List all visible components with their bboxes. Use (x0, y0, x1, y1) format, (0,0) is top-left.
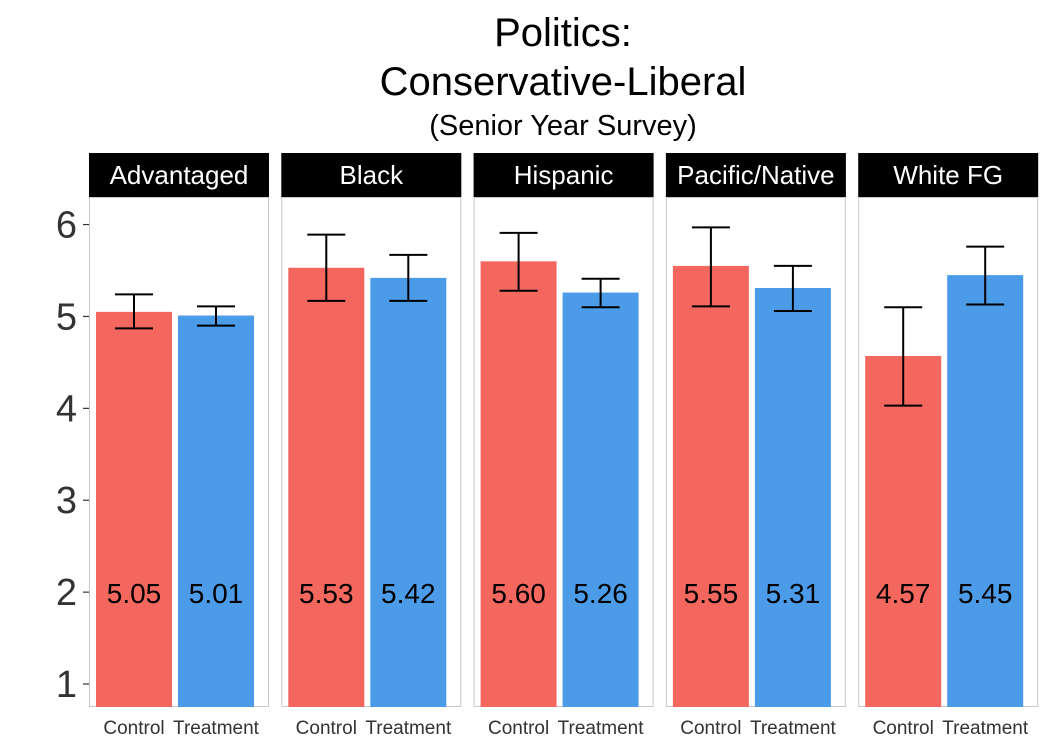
x-tick-label: Control (680, 718, 741, 739)
y-axis: 1 2 3 4 5 6 (56, 205, 89, 706)
chart-subtitle: (Senior Year Survey) (429, 110, 697, 142)
x-tick-label: Control (873, 718, 934, 739)
bar-treatment (370, 277, 447, 707)
error-bar (691, 226, 730, 308)
bar-control (865, 355, 942, 707)
y-tick-label: 3 (56, 480, 77, 522)
x-tick-label: Control (296, 718, 357, 739)
bar-value-label: 5.26 (573, 578, 628, 609)
bar-value-label: 5.05 (107, 578, 162, 609)
error-bar (389, 253, 428, 302)
bar-value-label: 5.55 (684, 578, 739, 609)
error-bar (581, 277, 620, 309)
error-bar (307, 233, 346, 302)
bar-control (480, 261, 557, 707)
bar-value-label: 4.57 (876, 578, 931, 609)
x-tick-label: Control (103, 718, 164, 739)
facet-label: Advantaged (110, 160, 249, 190)
bar-value-label: 5.01 (189, 578, 244, 609)
x-tick-label: Treatment (173, 718, 260, 739)
x-tick-label: Treatment (365, 718, 452, 739)
x-tick-label: Treatment (750, 718, 837, 739)
facet-label: Hispanic (514, 160, 614, 190)
y-tick-label: 6 (56, 205, 77, 247)
panels: Advantaged 5.05 Control 5.01 Treatment Black 5… (89, 153, 1039, 739)
bar-treatment (178, 315, 254, 707)
facet-panel: White FG 4.57 Control 5.45 Treatment (858, 153, 1039, 739)
facet-strip (89, 153, 269, 197)
bar-treatment (754, 287, 831, 707)
facet-panel: Black 5.53 Control 5.42 Treatment (281, 153, 462, 739)
facet-label: White FG (893, 160, 1003, 190)
error-bar (966, 245, 1005, 306)
facet-strip (473, 153, 654, 197)
facet-label: Pacific/Native (677, 160, 835, 190)
error-bar (884, 306, 923, 407)
x-tick-label: Treatment (558, 718, 645, 739)
error-bar (499, 231, 538, 292)
chart-title-line2: Conservative-Liberal (380, 60, 747, 104)
facet-panel: Hispanic 5.60 Control 5.26 Treatment (473, 153, 654, 739)
facet-label: Black (340, 160, 405, 190)
y-tick-label: 1 (56, 664, 77, 706)
bar-value-label: 5.60 (491, 578, 546, 609)
bar-value-label: 5.31 (766, 578, 821, 609)
bar-value-label: 5.42 (381, 578, 436, 609)
x-tick-label: Treatment (942, 718, 1029, 739)
bar-control (672, 265, 749, 707)
error-bar (115, 293, 153, 330)
x-tick-label: Control (488, 718, 549, 739)
bar-control (96, 311, 172, 707)
chart-title: Politics: (494, 11, 632, 55)
y-tick-label: 2 (56, 572, 77, 614)
bar-value-label: 5.45 (958, 578, 1013, 609)
error-bar (197, 305, 235, 327)
bar-control (288, 267, 365, 707)
error-bar (773, 264, 812, 312)
bar-treatment (947, 275, 1024, 707)
facet-panel: Pacific/Native 5.55 Control 5.31 Treatment (665, 153, 846, 739)
y-tick-label: 5 (56, 296, 77, 338)
facet-strip (281, 153, 462, 197)
bar-treatment (562, 292, 639, 707)
facet-strip (665, 153, 846, 197)
facet-panel: Advantaged 5.05 Control 5.01 Treatment (89, 153, 269, 739)
y-tick-label: 4 (56, 388, 77, 430)
bar-value-label: 5.53 (299, 578, 354, 609)
facet-strip (858, 153, 1039, 197)
